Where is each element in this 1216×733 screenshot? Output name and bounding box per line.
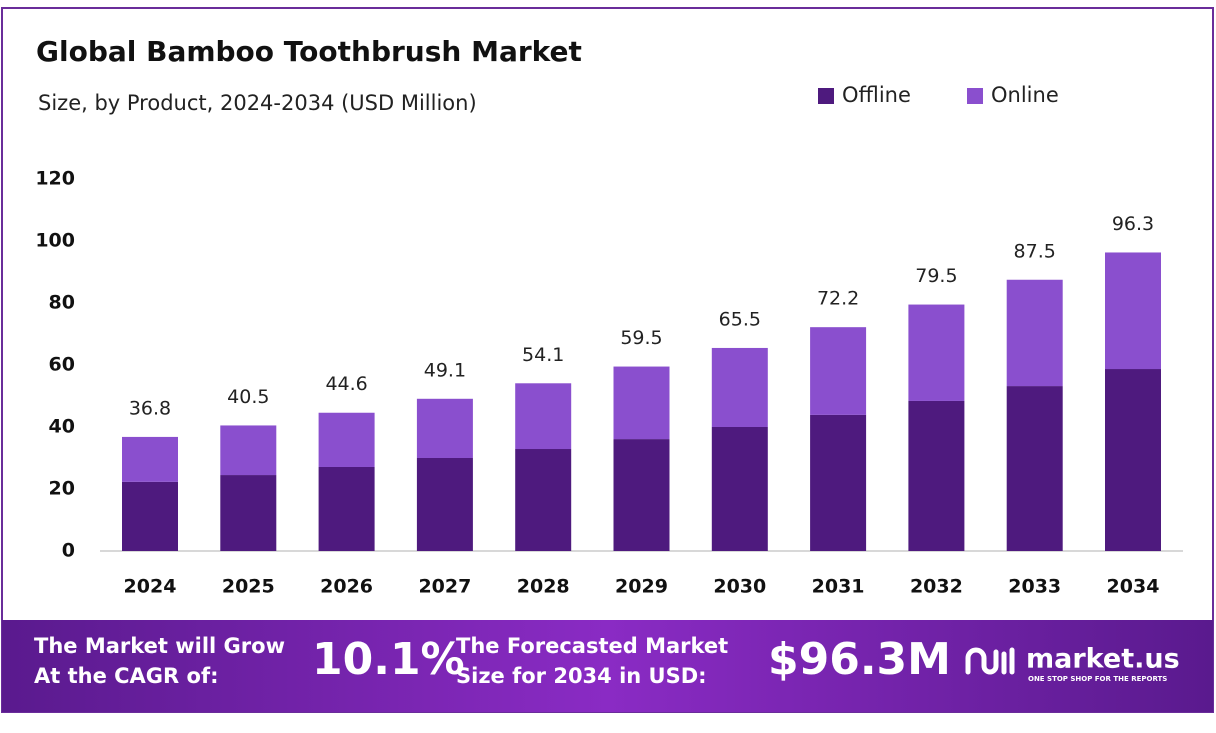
bar-segment (122, 481, 178, 551)
total-label: 59.5 (620, 327, 662, 349)
y-tick-label: 80 (49, 292, 75, 314)
legend-swatch (818, 88, 834, 104)
x-tick-label: 2025 (222, 576, 275, 598)
bar-segment (1006, 279, 1063, 387)
legend-label: Offline (842, 83, 911, 107)
y-tick-label: 60 (49, 354, 75, 376)
bar-segment (810, 414, 867, 551)
total-label: 72.2 (817, 288, 859, 310)
legend-label: Online (991, 83, 1059, 107)
x-tick-label: 2029 (615, 576, 668, 598)
cagr-text: At the CAGR of: (34, 664, 219, 688)
bar-segment (318, 466, 375, 551)
bar-segment (1105, 252, 1161, 370)
footer: The Market will Grow At the CAGR of: 10.… (34, 634, 1180, 688)
total-label: 96.3 (1112, 213, 1154, 235)
y-tick-label: 0 (62, 540, 75, 562)
brand: market.us (1026, 644, 1180, 675)
y-tick-label: 120 (35, 168, 75, 190)
bar-segment (908, 400, 965, 551)
bar-segment (122, 436, 178, 482)
cagr-value: 10.1% (312, 634, 465, 685)
total-label: 65.5 (719, 308, 761, 330)
total-label: 87.5 (1014, 240, 1056, 262)
chart-title: Global Bamboo Toothbrush Market (36, 35, 582, 68)
bar-segment (416, 458, 473, 551)
x-tick-label: 2027 (418, 576, 471, 598)
size-value: $96.3M (768, 634, 951, 685)
y-tick-label: 100 (35, 230, 75, 252)
bar-segment (515, 449, 572, 551)
bar-segment (711, 427, 768, 551)
y-tick-label: 40 (49, 416, 75, 438)
bar-segment (416, 398, 473, 458)
x-tick-label: 2028 (517, 576, 570, 598)
legend-swatch (967, 88, 983, 104)
bar-segment (908, 304, 965, 401)
bar-segment (613, 439, 670, 551)
bar-segment (318, 412, 375, 467)
tagline: ONE STOP SHOP FOR THE REPORTS (1028, 675, 1167, 683)
x-tick-label: 2034 (1107, 576, 1160, 598)
cagr-text: The Market will Grow (34, 634, 285, 658)
bar-segment (1006, 386, 1063, 551)
logo-icon (965, 647, 1015, 675)
bar-segment (711, 347, 768, 427)
total-label: 79.5 (915, 265, 957, 287)
x-tick-label: 2026 (320, 576, 373, 598)
x-tick-label: 2032 (910, 576, 963, 598)
y-tick-label: 20 (49, 478, 75, 500)
bar-segment (220, 425, 277, 476)
chart-subtitle: Size, by Product, 2024-2034 (USD Million… (38, 91, 477, 115)
total-label: 44.6 (325, 373, 367, 395)
size-text: The Forecasted Market (456, 634, 728, 658)
size-text: Size for 2034 in USD: (456, 664, 707, 688)
x-tick-label: 2033 (1008, 576, 1061, 598)
total-label: 54.1 (522, 344, 564, 366)
bar-segment (220, 475, 277, 551)
plot: 0 20 40 60 80 100 120 36.8 2024 40.5 2025 44.6 2026 4… (35, 83, 1183, 598)
total-label: 49.1 (424, 359, 466, 381)
bar-segment (613, 366, 670, 440)
x-tick-label: 2030 (713, 576, 766, 598)
total-label: 40.5 (227, 386, 269, 408)
x-tick-label: 2031 (812, 576, 865, 598)
x-tick-label: 2024 (124, 576, 177, 598)
bar-segment (515, 383, 572, 450)
bar-segment (810, 327, 867, 415)
bar-segment (1105, 369, 1161, 551)
total-label: 36.8 (129, 397, 171, 419)
